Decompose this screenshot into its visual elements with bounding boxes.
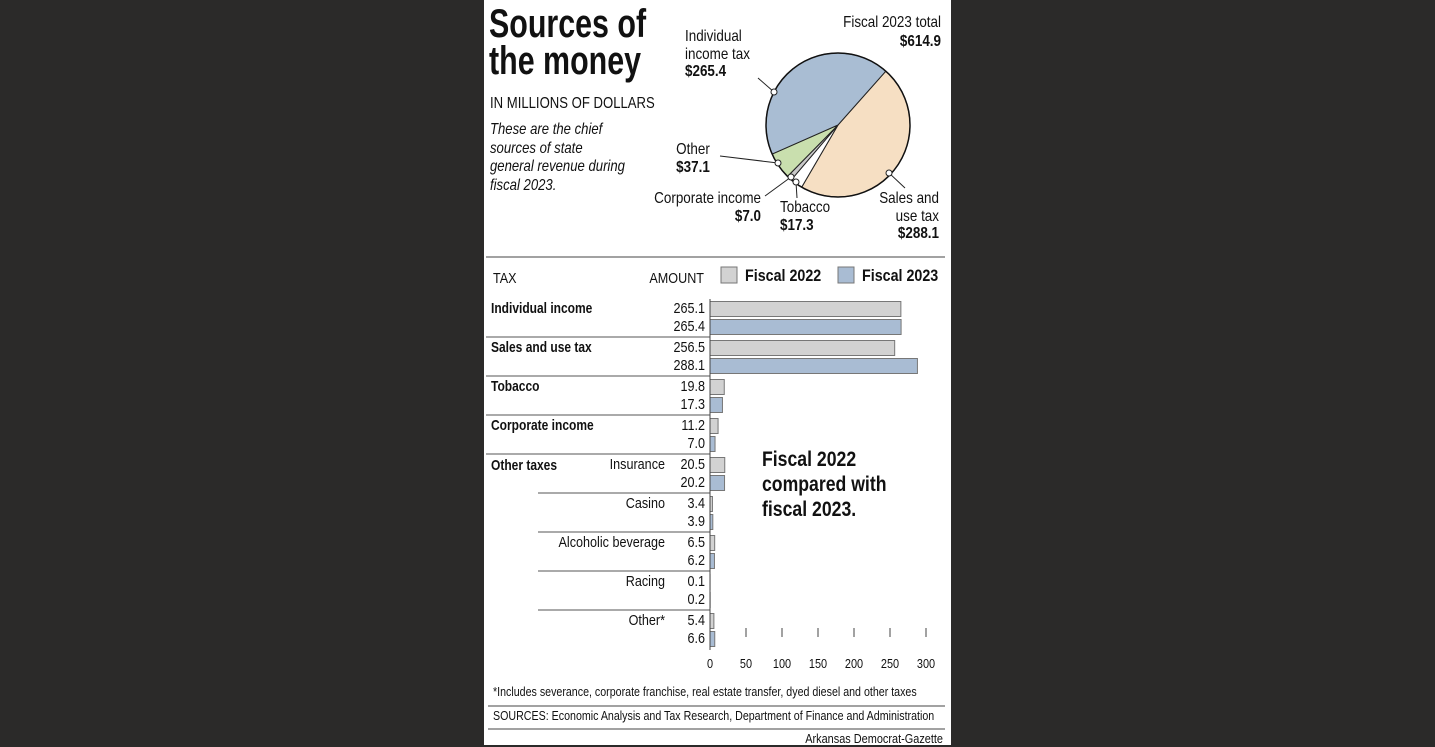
bar xyxy=(710,341,895,356)
category-label: Alcoholic beverage xyxy=(531,534,665,551)
value-label: 6.6 xyxy=(655,630,705,647)
x-tick-label: 250 xyxy=(873,657,907,672)
bar xyxy=(710,398,722,413)
value-label: 20.5 xyxy=(655,456,705,473)
category-label: Sales and use tax xyxy=(491,339,651,356)
legend-label: Fiscal 2023 xyxy=(862,266,954,286)
leader-dot xyxy=(793,179,799,185)
bar xyxy=(710,380,724,395)
leader-line xyxy=(720,156,778,163)
footnote: *Includes severance, corporate franchise… xyxy=(493,685,928,700)
legend-swatch xyxy=(838,267,854,283)
slice-value: $17.3 xyxy=(780,217,847,235)
source: SOURCES: Economic Analysis and Tax Resea… xyxy=(493,709,940,724)
axis-header: TAX xyxy=(493,270,543,287)
legend-label: Fiscal 2022 xyxy=(745,266,837,286)
x-tick-label: 100 xyxy=(765,657,799,672)
category-label: Casino xyxy=(531,495,665,512)
bar xyxy=(710,437,715,452)
bar xyxy=(710,554,714,569)
value-label: 5.4 xyxy=(655,612,705,629)
bar xyxy=(710,359,917,374)
total-title: Fiscal 2023 total xyxy=(823,14,941,32)
leader-dot xyxy=(771,89,777,95)
bar xyxy=(710,632,715,647)
value-label: 7.0 xyxy=(655,435,705,452)
x-tick-label: 50 xyxy=(729,657,763,672)
description: These are the chief sources of state gen… xyxy=(490,121,629,195)
slice-label: Other xyxy=(659,141,726,159)
x-tick-label: 300 xyxy=(909,657,943,672)
total: $614.9 xyxy=(857,33,941,51)
slice-label: Individual income tax xyxy=(685,28,754,63)
value-label: 0.1 xyxy=(655,573,705,590)
value-label: 19.8 xyxy=(655,378,705,395)
value-label: 265.4 xyxy=(655,318,705,335)
value-label: 265.1 xyxy=(655,300,705,317)
value-label: 11.2 xyxy=(655,417,705,434)
title: Sources of the money xyxy=(489,6,652,80)
leader-dot xyxy=(886,170,892,176)
slice-label: Sales and use tax xyxy=(872,190,939,225)
category-label: Racing xyxy=(531,573,665,590)
leader-dot xyxy=(788,174,794,180)
slice-label: Corporate income xyxy=(643,190,761,208)
category-label: Other* xyxy=(531,612,665,629)
category-label: Individual income xyxy=(491,300,651,317)
annotation: Fiscal 2022 compared with fiscal 2023. xyxy=(762,447,905,522)
x-tick-label: 0 xyxy=(693,657,727,672)
value-label: 0.2 xyxy=(655,591,705,608)
slice-label: Tobacco xyxy=(780,199,847,217)
x-tick-label: 150 xyxy=(801,657,835,672)
slice-value: $37.1 xyxy=(659,159,726,177)
bar xyxy=(710,320,901,335)
x-tick-label: 200 xyxy=(837,657,871,672)
value-label: 6.5 xyxy=(655,534,705,551)
category-label: Insurance xyxy=(531,456,665,473)
value-label: 6.2 xyxy=(655,552,705,569)
value-label: 3.9 xyxy=(655,513,705,530)
bar xyxy=(710,614,714,629)
slice-value: $265.4 xyxy=(685,63,754,81)
bar xyxy=(710,458,725,473)
category-label: Corporate income xyxy=(491,417,651,434)
bar xyxy=(710,536,715,551)
slice-value: $288.1 xyxy=(872,225,939,243)
slice-value: $7.0 xyxy=(643,208,761,226)
axis-header: AMOUNT xyxy=(637,270,704,287)
leader-dot xyxy=(775,160,781,166)
leader-line xyxy=(765,177,791,196)
value-label: 256.5 xyxy=(655,339,705,356)
bar xyxy=(710,302,901,317)
value-label: 17.3 xyxy=(655,396,705,413)
bar xyxy=(710,419,718,434)
category-label: Tobacco xyxy=(491,378,651,395)
subtitle: IN MILLIONS OF DOLLARS xyxy=(490,95,670,113)
value-label: 288.1 xyxy=(655,357,705,374)
value-label: 20.2 xyxy=(655,474,705,491)
value-label: 3.4 xyxy=(655,495,705,512)
legend-swatch xyxy=(721,267,737,283)
bar xyxy=(710,476,725,491)
